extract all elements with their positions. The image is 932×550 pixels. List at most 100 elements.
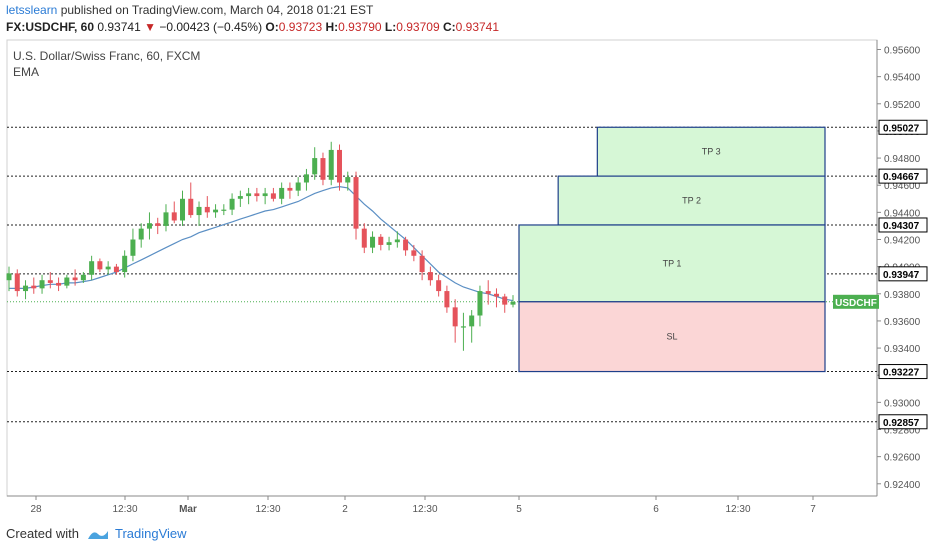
candle-body[interactable] [270, 193, 276, 199]
candle-body[interactable] [386, 242, 392, 245]
candle-body[interactable] [64, 277, 70, 286]
target-zones[interactable]: TP 3 TP 2 TP 1 SL [518, 126, 826, 373]
tradingview-link[interactable]: TradingView [114, 526, 187, 541]
candle-body[interactable] [345, 177, 351, 183]
candle-body[interactable] [411, 250, 417, 256]
candle-body[interactable] [436, 280, 442, 292]
candle-body[interactable] [370, 236, 376, 248]
level-price-tag[interactable] [878, 364, 928, 380]
price-tick-label: 0.93800 [884, 290, 921, 301]
candle-body[interactable] [56, 282, 62, 286]
candle-body[interactable] [122, 255, 128, 273]
candle-body[interactable] [477, 291, 483, 316]
candle-body[interactable] [336, 149, 342, 183]
level-price-tag[interactable] [878, 217, 928, 233]
candle-body[interactable] [460, 326, 466, 328]
candle-body[interactable] [213, 209, 219, 213]
take-profit-zone[interactable] [518, 224, 826, 303]
candle-body[interactable] [452, 307, 458, 327]
time-tick-label: 12:30 [255, 504, 280, 515]
close-value: 0.93741 [455, 20, 500, 34]
candle-body[interactable] [237, 196, 243, 199]
low-value: 0.93709 [396, 20, 440, 34]
candle-body[interactable] [502, 296, 508, 305]
level-price-label: 0.93227 [883, 368, 920, 379]
candle-body[interactable] [493, 293, 499, 297]
open-value: 0.93723 [278, 20, 323, 34]
symbol-tag-label: USDCHF [835, 298, 877, 309]
level-price-tag[interactable] [878, 168, 928, 184]
candle-body[interactable] [97, 261, 103, 270]
candle-body[interactable] [23, 285, 29, 292]
price-tick-label: 0.93400 [884, 344, 921, 355]
candle-body[interactable] [146, 223, 152, 229]
candle-body[interactable] [469, 315, 475, 327]
candle-body[interactable] [31, 285, 37, 289]
candle-body[interactable] [295, 182, 301, 191]
candle-body[interactable] [39, 280, 45, 289]
candle-body[interactable] [204, 206, 210, 213]
candle-body[interactable] [105, 266, 111, 270]
candle-body[interactable] [378, 236, 384, 245]
candle-body[interactable] [171, 212, 177, 221]
candle-body[interactable] [427, 272, 433, 281]
candle-body[interactable] [312, 158, 318, 175]
candle-body[interactable] [254, 193, 260, 197]
time-tick-label: 6 [653, 504, 659, 515]
candle-body[interactable] [113, 266, 119, 273]
candle-body[interactable] [14, 273, 20, 292]
candles[interactable] [6, 141, 516, 351]
candle-body[interactable] [485, 291, 491, 294]
time-tick-label: 12:30 [112, 504, 137, 515]
candle-body[interactable] [196, 206, 202, 216]
indicator-label: EMA [13, 65, 39, 79]
candle-body[interactable] [89, 261, 95, 275]
candle-body[interactable] [163, 212, 169, 226]
candle-body[interactable] [353, 177, 359, 229]
take-profit-zone[interactable] [557, 175, 826, 226]
take-profit-zone[interactable] [596, 126, 826, 177]
candle-body[interactable] [510, 301, 516, 305]
open-label: O: [265, 20, 279, 34]
price-change: −0.00423 (−0.45%) [159, 20, 263, 34]
candle-body[interactable] [221, 209, 227, 211]
low-label: L: [384, 20, 397, 34]
candle-body[interactable] [328, 149, 334, 180]
stop-loss-zone[interactable] [518, 301, 826, 373]
candle-body[interactable] [287, 187, 293, 191]
candle-body[interactable] [155, 223, 161, 226]
published-text: published on TradingView.com, March 04, … [60, 3, 374, 17]
candle-body[interactable] [180, 198, 186, 221]
candle-body[interactable] [320, 158, 326, 180]
candle-body[interactable] [394, 239, 400, 243]
zone-label: TP 1 [663, 258, 682, 268]
symbol-price-tag[interactable] [833, 294, 879, 309]
time-tick-label: 12:30 [725, 504, 750, 515]
candle-body[interactable] [246, 193, 252, 197]
candle-body[interactable] [444, 291, 450, 308]
candle-body[interactable] [262, 193, 268, 197]
candle-body[interactable] [403, 239, 409, 251]
candle-body[interactable] [80, 274, 86, 281]
level-price-tag[interactable] [878, 414, 928, 430]
candle-body[interactable] [419, 255, 425, 273]
author-link[interactable]: letsslearn [6, 3, 58, 17]
candle-body[interactable] [229, 198, 235, 210]
candle-body[interactable] [130, 239, 136, 256]
time-tick-label: 5 [516, 504, 522, 515]
high-label: H: [325, 20, 339, 34]
level-price-tag[interactable] [878, 266, 928, 282]
price-tick-label: 0.94400 [884, 208, 921, 219]
candle-body[interactable] [188, 198, 194, 216]
candle-body[interactable] [72, 277, 78, 281]
price-axis[interactable]: 0.956000.954000.952000.950000.948000.946… [833, 46, 928, 491]
candle-body[interactable] [138, 228, 144, 240]
time-axis[interactable]: 28 12:30 Mar 12:30 2 12:30 5 6 12:30 7 [30, 496, 816, 515]
candle-body[interactable] [361, 228, 367, 248]
candle-body[interactable] [303, 174, 309, 183]
candle-body[interactable] [279, 187, 285, 199]
candle-body[interactable] [47, 280, 53, 283]
candle-body[interactable] [6, 273, 12, 281]
level-price-tag[interactable] [878, 119, 928, 135]
